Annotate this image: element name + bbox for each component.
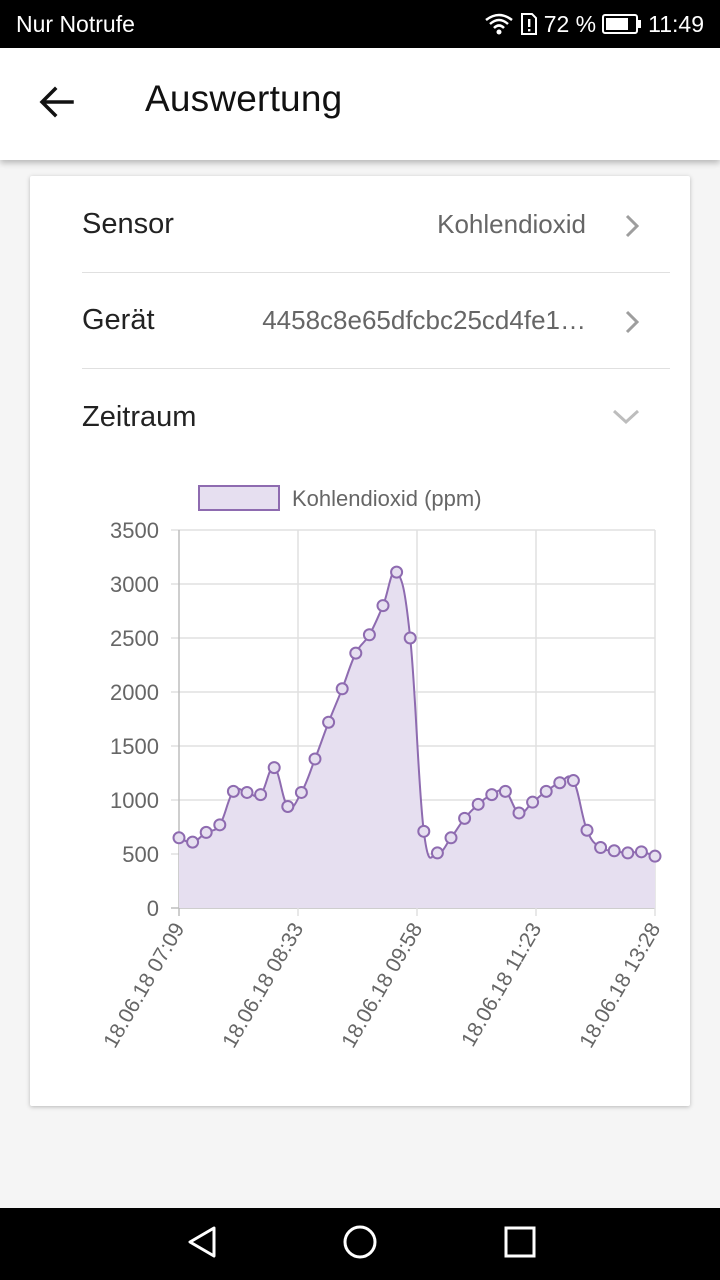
data-point[interactable]: [390, 565, 404, 579]
data-point[interactable]: [485, 788, 499, 802]
data-point[interactable]: [566, 774, 580, 788]
x-tick-label: 18.06.18 08:33: [218, 919, 308, 1052]
data-point[interactable]: [281, 799, 295, 813]
data-point[interactable]: [186, 835, 200, 849]
y-tick-label: 3000: [110, 572, 159, 597]
period-label: Zeitraum: [82, 400, 197, 433]
data-point[interactable]: [634, 845, 648, 859]
legend-label[interactable]: Kohlendioxid (ppm): [292, 486, 482, 511]
period-row[interactable]: Zeitraum: [82, 369, 670, 465]
data-point[interactable]: [240, 785, 254, 799]
wifi-icon: [484, 12, 514, 36]
app-bar: Auswertung: [0, 48, 720, 160]
data-point[interactable]: [539, 784, 553, 798]
y-tick-label: 1000: [110, 788, 159, 813]
data-point[interactable]: [294, 785, 308, 799]
clock: 11:49: [648, 10, 704, 37]
chevron-down-icon: [612, 409, 640, 430]
data-point[interactable]: [417, 824, 431, 838]
data-point[interactable]: [621, 846, 635, 860]
data-point[interactable]: [580, 823, 594, 837]
data-point[interactable]: [335, 682, 349, 696]
data-point[interactable]: [376, 599, 390, 613]
x-tick-label: 18.06.18 07:09: [99, 919, 189, 1052]
battery-percent: 72 %: [543, 10, 597, 37]
data-point[interactable]: [553, 776, 567, 790]
data-point[interactable]: [471, 797, 485, 811]
sensor-label: Sensor: [82, 208, 174, 240]
data-point[interactable]: [648, 849, 662, 863]
data-point[interactable]: [607, 844, 621, 858]
y-tick-label: 2000: [110, 680, 159, 705]
y-tick-label: 1500: [110, 734, 159, 759]
evaluation-card: Sensor Kohlendioxid Gerät 4458c8e65dfcbc…: [30, 176, 690, 1106]
sim-alert-icon: [520, 12, 538, 36]
data-point[interactable]: [512, 806, 526, 820]
y-tick-label: 3500: [110, 518, 159, 543]
triangle-back-icon: [186, 1225, 218, 1264]
data-point[interactable]: [594, 841, 608, 855]
data-point[interactable]: [526, 795, 540, 809]
status-right: 72 % 11:49: [484, 11, 704, 38]
nav-recents-button[interactable]: [500, 1224, 540, 1264]
data-point[interactable]: [458, 811, 472, 825]
x-tick-label: 18.06.18 09:58: [337, 919, 427, 1052]
circle-home-icon: [342, 1224, 378, 1265]
device-label: Gerät: [82, 304, 155, 336]
chevron-right-icon: [624, 213, 640, 244]
arrow-left-icon: [38, 86, 74, 123]
battery-icon: [602, 13, 642, 35]
data-point[interactable]: [498, 784, 512, 798]
data-point[interactable]: [267, 761, 281, 775]
sensor-row[interactable]: Sensor Kohlendioxid: [82, 177, 670, 273]
status-bar: Nur Notrufe 72 % 11:49: [0, 0, 720, 48]
page-title: Auswertung: [145, 78, 343, 119]
back-button[interactable]: [28, 78, 84, 130]
sensor-value: Kohlendioxid: [437, 209, 586, 239]
x-tick-label: 18.06.18 11:23: [457, 919, 546, 1051]
data-point[interactable]: [213, 818, 227, 832]
data-point[interactable]: [172, 831, 186, 845]
y-tick-label: 500: [122, 842, 159, 867]
data-point[interactable]: [444, 831, 458, 845]
chart-svg: 0 500 1000 1500 2000 2500 3000 3500 18.06.18 07:…: [99, 485, 665, 1052]
data-point[interactable]: [254, 788, 268, 802]
square-recents-icon: [504, 1226, 536, 1263]
data-point[interactable]: [199, 825, 213, 839]
y-tick-label: 2500: [110, 626, 159, 651]
data-point[interactable]: [362, 628, 376, 642]
nav-home-button[interactable]: [340, 1224, 380, 1264]
y-tick-label: 0: [147, 896, 159, 921]
nav-back-button[interactable]: [182, 1224, 222, 1264]
carrier-text: Nur Notrufe: [16, 10, 135, 37]
co2-chart: 0 500 1000 1500 2000 2500 3000 3500 18.06.18 07:…: [30, 466, 690, 1066]
x-tick-label: 18.06.18 13:28: [575, 919, 665, 1052]
device-row[interactable]: Gerät 4458c8e65dfcbc25cd4fe1…: [82, 273, 670, 369]
data-point[interactable]: [430, 846, 444, 860]
data-point[interactable]: [226, 784, 240, 798]
device-value: 4458c8e65dfcbc25cd4fe1…: [262, 305, 586, 335]
system-nav-bar: [0, 1208, 720, 1280]
data-point[interactable]: [403, 631, 417, 645]
data-point[interactable]: [349, 646, 363, 660]
data-point[interactable]: [322, 715, 336, 729]
chevron-right-icon: [624, 309, 640, 340]
data-point[interactable]: [308, 752, 322, 766]
legend-swatch[interactable]: [198, 485, 280, 511]
